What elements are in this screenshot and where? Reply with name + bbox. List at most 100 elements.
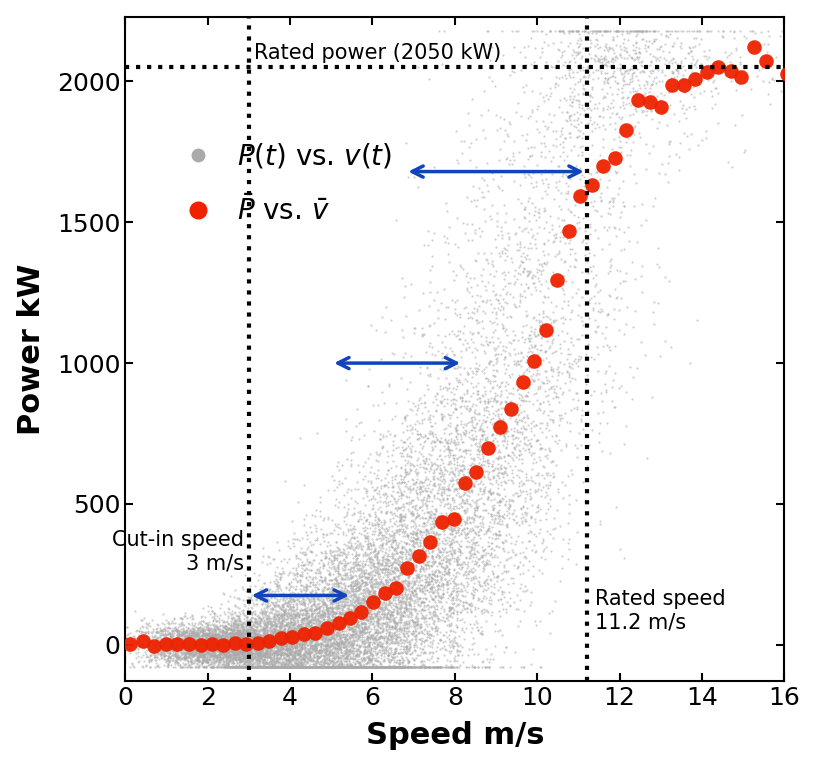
Point: [475, 429, 489, 441]
Point: [387, 584, 400, 596]
Point: [328, 661, 341, 673]
Point: [545, 604, 558, 617]
Point: [195, 656, 208, 668]
Point: [296, 568, 309, 580]
Point: [267, 660, 280, 672]
Point: [470, 535, 483, 548]
Point: [335, 588, 348, 601]
Point: [353, 630, 366, 642]
Point: [431, 651, 444, 663]
Point: [304, 661, 317, 673]
Point: [306, 630, 319, 643]
Point: [231, 639, 244, 651]
Point: [279, 640, 292, 653]
Point: [227, 639, 240, 651]
Point: [678, 64, 691, 76]
Point: [326, 661, 339, 673]
Point: [327, 568, 340, 581]
Point: [314, 633, 327, 645]
Point: [422, 506, 435, 518]
Point: [231, 626, 244, 638]
Point: [255, 661, 268, 673]
Point: [224, 645, 237, 657]
Point: [275, 622, 288, 634]
Point: [284, 580, 297, 592]
Point: [454, 527, 467, 539]
Point: [118, 640, 132, 653]
Point: [159, 643, 172, 655]
Point: [409, 652, 422, 664]
Point: [215, 653, 228, 665]
Point: [257, 661, 270, 673]
Point: [275, 661, 288, 673]
Point: [192, 653, 205, 665]
Point: [321, 540, 334, 552]
Point: [135, 639, 148, 651]
Point: [183, 634, 196, 647]
Point: [340, 509, 353, 521]
Point: [243, 637, 257, 650]
Point: [299, 525, 312, 538]
Point: [268, 637, 281, 650]
Point: [480, 157, 493, 170]
Point: [405, 633, 418, 645]
Point: [389, 661, 402, 673]
Point: [323, 602, 336, 614]
Point: [295, 570, 308, 582]
Point: [655, 108, 668, 120]
Point: [379, 602, 392, 614]
Point: [395, 614, 408, 626]
Point: [414, 561, 427, 573]
Point: [430, 403, 443, 416]
Point: [337, 544, 350, 556]
Point: [395, 599, 408, 611]
Point: [486, 375, 499, 387]
Point: [350, 604, 363, 617]
Point: [596, 160, 609, 172]
Point: [304, 617, 317, 629]
Point: [362, 631, 375, 644]
Point: [496, 318, 509, 331]
Point: [326, 661, 339, 673]
Point: [182, 648, 195, 660]
Point: [462, 234, 475, 246]
Point: [323, 633, 336, 645]
Point: [310, 661, 324, 673]
Point: [447, 524, 460, 536]
Point: [350, 599, 363, 611]
Point: [328, 661, 342, 673]
Point: [418, 647, 431, 659]
Point: [135, 651, 148, 663]
Point: [279, 627, 292, 640]
Point: [690, 54, 703, 66]
Point: [581, 42, 594, 54]
Point: [397, 606, 410, 618]
Point: [412, 518, 425, 531]
Point: [462, 540, 475, 552]
Point: [351, 661, 364, 673]
Point: [356, 617, 369, 629]
Point: [503, 154, 516, 166]
Point: [340, 539, 353, 551]
Point: [228, 633, 241, 645]
Point: [206, 631, 219, 644]
Point: [280, 659, 293, 671]
Point: [681, 130, 694, 142]
Point: [263, 648, 276, 660]
Point: [288, 607, 301, 620]
Point: [261, 582, 275, 594]
Point: [416, 603, 429, 615]
Point: [631, 51, 644, 63]
Point: [205, 640, 218, 652]
Point: [226, 657, 239, 670]
Point: [499, 455, 512, 467]
Point: [755, 62, 768, 74]
Point: [185, 629, 199, 641]
Point: [368, 604, 381, 616]
Point: [338, 592, 351, 604]
Point: [443, 601, 456, 614]
Point: [404, 554, 417, 566]
Point: [185, 609, 199, 621]
Point: [226, 643, 239, 655]
Point: [292, 624, 305, 636]
